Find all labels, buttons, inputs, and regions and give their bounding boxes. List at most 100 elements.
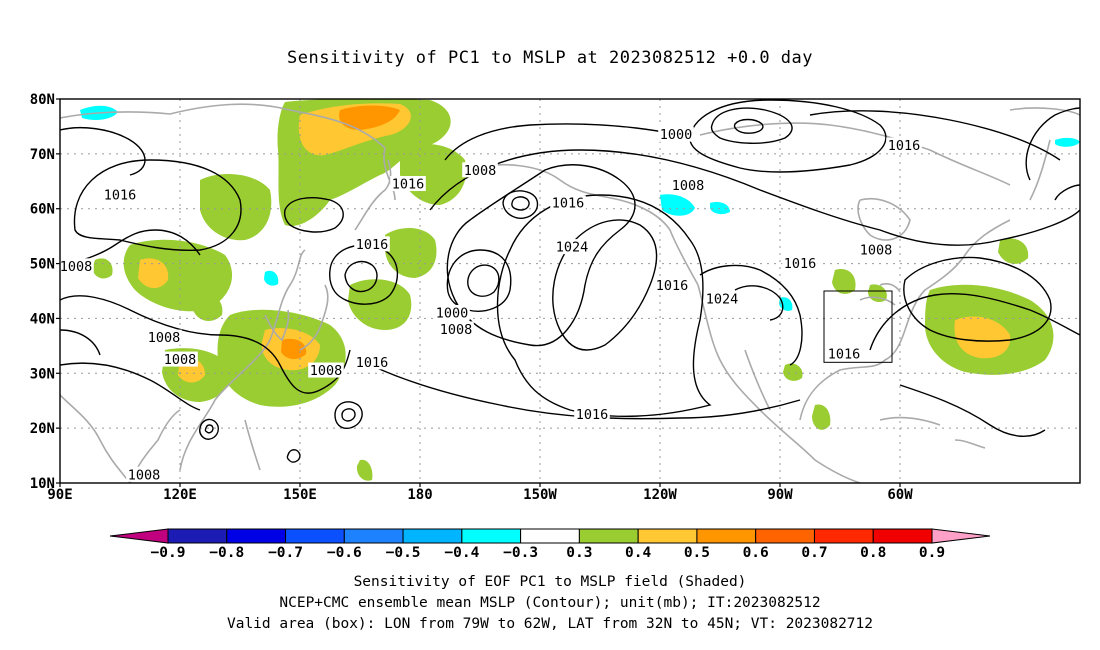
coastline-caribbean	[879, 416, 986, 449]
shading-patch-3	[400, 144, 467, 205]
shading-patch-21	[783, 363, 803, 381]
contour-pacific-high-1016	[496, 194, 712, 418]
lon-label: 180	[407, 487, 432, 503]
lat-lon-grid	[60, 99, 1080, 483]
colorbar-tick-label: 0.3	[566, 545, 592, 561]
coastline-japan	[299, 284, 329, 351]
contour-typhoon-east-inner	[341, 408, 356, 422]
coastline-gulf	[799, 329, 906, 421]
contour-atlantic-1016	[869, 292, 1080, 351]
lat-label: 60N	[30, 202, 55, 218]
contour-mid-trough	[60, 229, 201, 266]
contour-label-bg	[782, 255, 818, 271]
contour-label: 1008	[128, 467, 161, 483]
lat-label: 10N	[30, 476, 55, 492]
contour-label-bg	[886, 137, 922, 153]
contour-label: 1008	[164, 352, 197, 368]
contour-label: 1016	[552, 196, 585, 212]
contour-arctic-east	[809, 110, 1061, 161]
shading-patch-25	[1055, 137, 1080, 147]
contour-north-pacific-1016	[429, 149, 1080, 246]
contour-label: 1016	[392, 177, 425, 193]
contour-atlantic-1008	[903, 256, 1052, 342]
contour-arctic-1008	[689, 99, 887, 173]
colorbar-tick-label: −0.7	[268, 545, 303, 561]
contour-atlantic-1016-b	[899, 384, 1046, 437]
contour-1016-arc-pacific	[444, 123, 681, 161]
contour-typhoon-east	[334, 401, 363, 430]
lat-label: 20N	[30, 421, 55, 437]
shading-patch-17	[954, 316, 1011, 359]
contour-siberia-low	[283, 197, 344, 233]
contour-arctic-low-1000	[710, 107, 793, 144]
lon-label: 120E	[163, 487, 197, 503]
shading-patch-26	[660, 194, 695, 216]
shading-patch-23	[356, 459, 373, 481]
contour-label: 1016	[828, 347, 861, 363]
coastline-canada-arctic	[699, 122, 1011, 186]
contour-label: 1008	[310, 363, 343, 379]
coastline-na-west	[697, 284, 861, 483]
coastline-alaska	[469, 164, 699, 286]
colorbar-tick-label: −0.5	[386, 545, 421, 561]
contour-label: 1016	[104, 188, 137, 204]
contour-okhotsk	[344, 260, 378, 293]
colorbar-tick-label: −0.3	[503, 545, 538, 561]
colorbar-swatch	[755, 528, 815, 544]
coastline-philippines	[244, 419, 261, 471]
contour-labels: 1000100810081016101610161016101610241016…	[60, 126, 922, 483]
sensitivity-shading	[80, 99, 1080, 481]
coastline-na-east	[904, 219, 1011, 331]
colorbar-tick-label: 0.7	[801, 545, 827, 561]
lon-label: 60W	[887, 487, 913, 503]
contour-label: 1016	[356, 237, 389, 253]
shading-patch-4	[385, 228, 437, 278]
contour-greenland-1016	[1025, 107, 1080, 181]
contour-label-bg	[554, 239, 590, 255]
contour-label: 1016	[656, 278, 689, 294]
colorbar-swatch	[343, 528, 404, 544]
shading-patch-7	[123, 239, 233, 312]
plot-area: 1000100810081016101610161016101610241016…	[60, 99, 1080, 483]
contour-label-bg	[704, 291, 740, 307]
contour-wp-low	[286, 449, 301, 463]
contour-label-bg	[462, 162, 498, 178]
contour-label: 1008	[60, 259, 93, 275]
contour-label: 1024	[556, 240, 589, 256]
caption-line-1: Sensitivity of EOF PC1 to MSLP field (Sh…	[353, 574, 747, 590]
contour-label-bg	[126, 466, 162, 482]
contour-label-bg	[858, 241, 894, 257]
coastline-indochina	[129, 409, 181, 483]
contour-label: 1008	[440, 322, 473, 338]
lat-label: 50N	[30, 257, 55, 273]
contour-bering-inner	[511, 196, 530, 211]
contour-arctic-low-inner	[733, 118, 764, 134]
contour-label-bg	[102, 187, 138, 202]
lat-label: 40N	[30, 311, 55, 327]
colorbar-tick-label: 0.4	[625, 545, 651, 561]
contour-europe-west	[1054, 184, 1080, 201]
coastlines	[60, 103, 1080, 483]
lon-label: 150W	[523, 487, 557, 503]
colorbar-tick-label: 0.6	[743, 545, 769, 561]
colorbar-swatch	[813, 528, 874, 544]
contour-label: 1016	[888, 138, 921, 154]
shading-patch-14	[193, 293, 223, 322]
contour-na-1024	[734, 285, 784, 321]
mslp-contours	[60, 99, 1080, 463]
contour-pacific-high-1024	[552, 219, 658, 351]
contour-label: 1016	[784, 256, 817, 272]
colorbar-swatch	[696, 528, 757, 544]
lat-label: 80N	[30, 92, 55, 108]
contour-label-bg	[390, 176, 426, 192]
coastline-india	[60, 394, 131, 483]
shading-patch-28	[264, 270, 279, 286]
colorbar: −0.9 −0.8 −0.7 −0.6 −0.5 −0.4 −0.3 0.3 0.4 0.5 0.6…	[109, 528, 991, 561]
colorbar-triangle-low	[109, 528, 169, 544]
shading-patch-11	[281, 338, 307, 360]
contour-typhoon-scs-inner	[204, 424, 214, 434]
contour-label-bg	[354, 236, 390, 252]
contour-label: 1016	[356, 355, 389, 371]
lon-label: 90E	[47, 487, 72, 503]
